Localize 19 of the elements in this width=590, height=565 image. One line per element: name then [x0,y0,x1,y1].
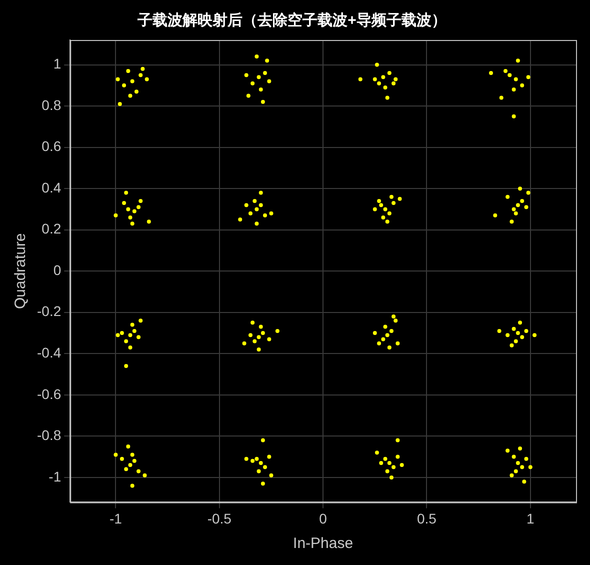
x-tick-label: 0.5 [416,510,437,526]
y-tick-label: 0.2 [42,220,62,237]
y-tick-label: -1 [48,468,62,484]
y-tick-label: 0.8 [42,96,62,113]
y-tick-label: -0.4 [37,344,62,360]
y-tick-label: 0.6 [42,138,62,154]
x-axis-title: In-Phase [293,535,354,552]
y-tick-label: 0 [53,262,62,278]
y-tick-label: -0.2 [37,303,62,320]
y-axis-title: Quadrature [12,233,30,310]
x-tick-label: 1 [526,510,534,526]
y-tick-label: -0.6 [37,386,62,402]
x-tick-label: -0.5 [207,510,232,526]
x-tick-label: -1 [110,510,122,526]
y-tick-label: 0.4 [42,179,62,196]
chart-title: 子载波解映射后（去除空子载波+导频子载波） [136,11,446,30]
x-tick-label: 0 [319,510,328,526]
y-tick-label: -0.8 [37,427,62,444]
y-tick-label: 1 [53,56,62,72]
